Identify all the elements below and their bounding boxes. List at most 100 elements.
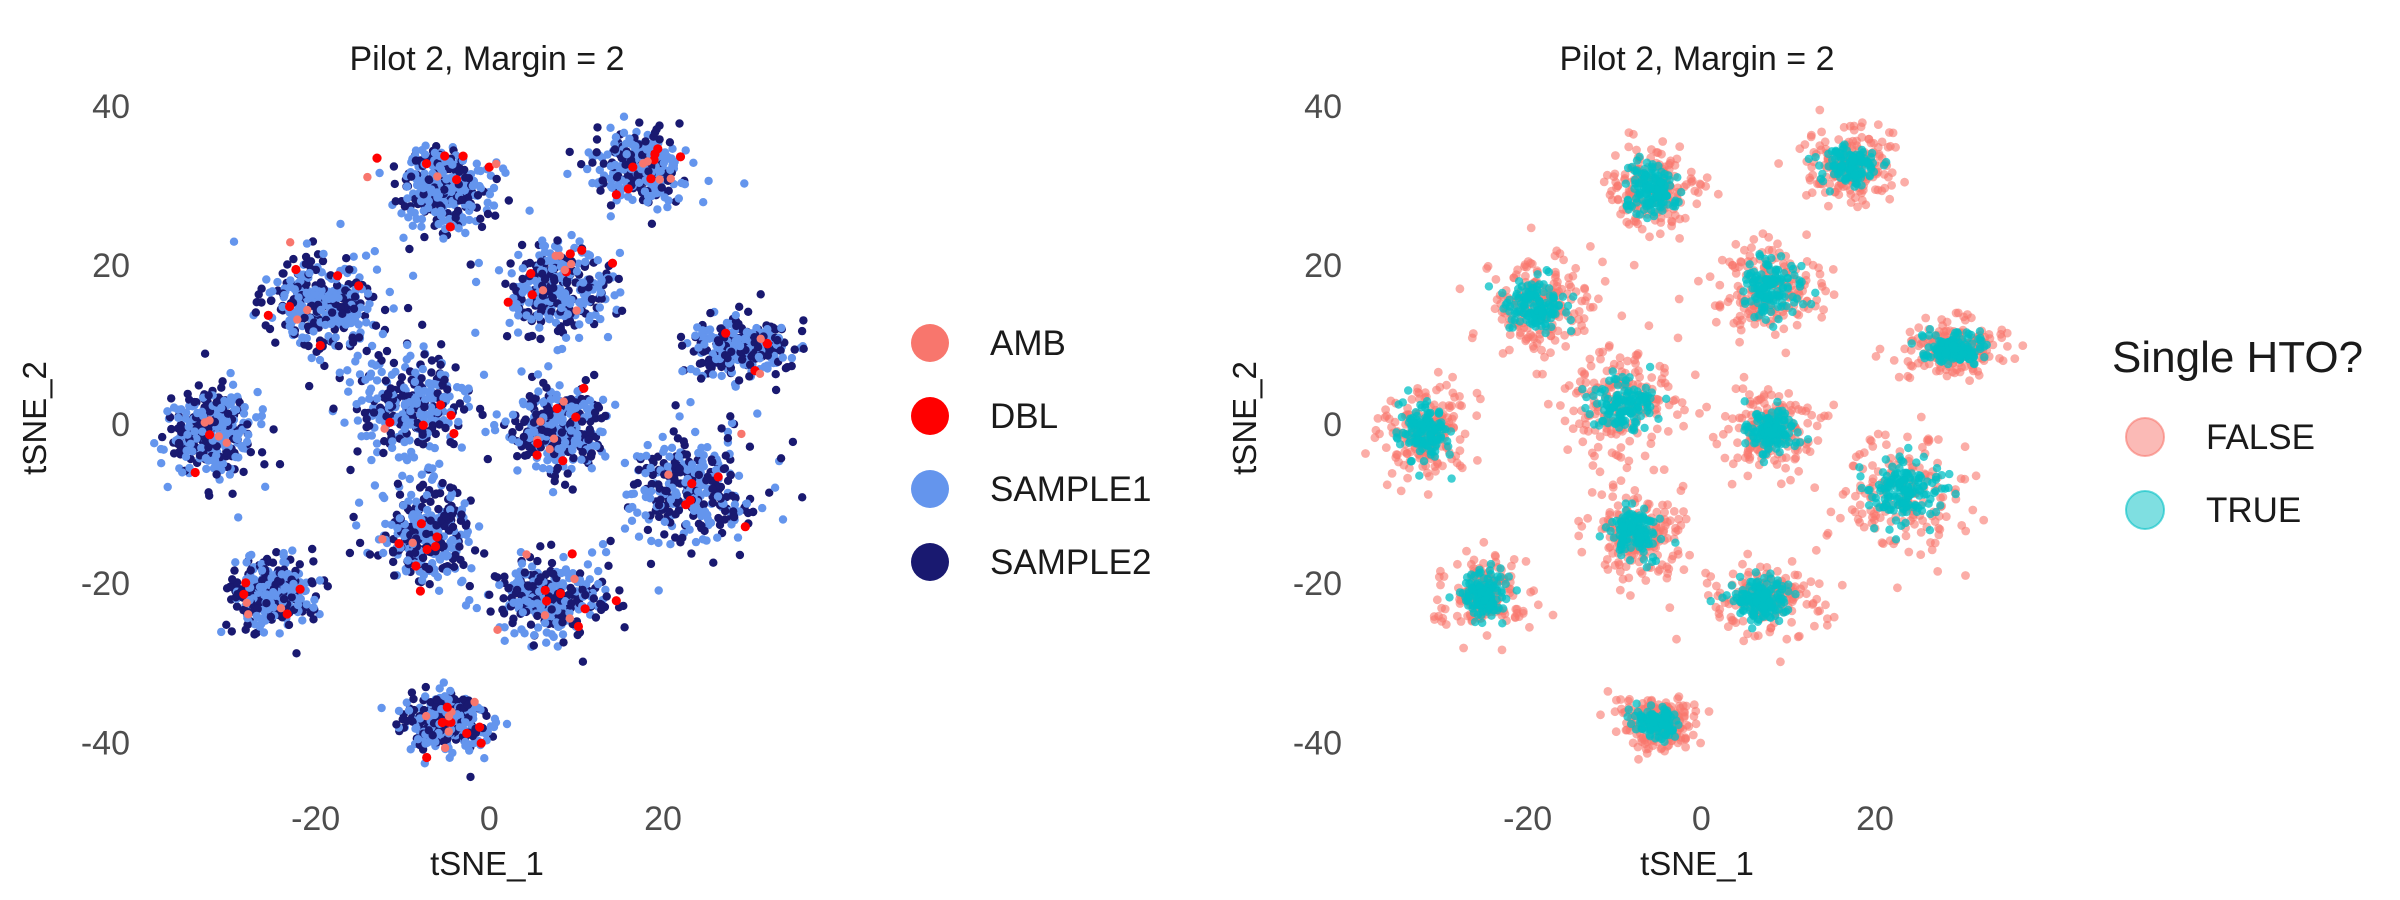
scatter-point (548, 488, 558, 497)
scatter-point (555, 588, 566, 599)
scatter-point (1770, 330, 1780, 339)
scatter-point (737, 429, 746, 439)
scatter-point (1555, 249, 1565, 258)
scatter-point (442, 552, 451, 561)
scatter-point (293, 600, 303, 610)
scatter-point (1749, 235, 1759, 244)
scatter-point (687, 479, 697, 489)
scatter-point (382, 346, 392, 356)
left-chart-title: Pilot 2, Margin = 2 (350, 40, 625, 78)
scatter-point (742, 499, 752, 508)
scatter-point (169, 403, 179, 412)
scatter-point (416, 196, 426, 206)
scatter-point (734, 471, 744, 480)
scatter-point (190, 467, 200, 478)
scatter-point (598, 176, 607, 185)
scatter-point (550, 472, 560, 481)
scatter-point (570, 574, 579, 584)
scatter-point (549, 283, 558, 293)
scatter-point (286, 276, 295, 285)
scatter-point (310, 595, 319, 605)
scatter-point (603, 150, 612, 159)
scatter-point (569, 453, 578, 463)
scatter-point (415, 483, 425, 492)
scatter-point (643, 197, 652, 207)
scatter-point (542, 596, 552, 606)
scatter-point (596, 288, 606, 297)
scatter-point (604, 275, 613, 284)
scatter-point (416, 410, 425, 419)
scatter-point (754, 352, 764, 362)
scatter-point (436, 360, 445, 369)
scatter-point (620, 524, 630, 533)
scatter-point (577, 285, 586, 294)
scatter-point (621, 139, 631, 148)
scatter-point (1817, 312, 1827, 322)
scatter-point (428, 379, 437, 388)
scatter-point (520, 568, 530, 577)
scatter-point (514, 601, 524, 610)
scatter-point (420, 386, 429, 396)
scatter-point (493, 625, 502, 634)
scatter-point (158, 432, 167, 442)
scatter-point (537, 303, 546, 312)
scatter-point (1580, 284, 1590, 294)
scatter-point (520, 629, 529, 638)
scatter-point (596, 186, 605, 195)
scatter-point (458, 576, 467, 585)
scatter-point (228, 575, 237, 584)
scatter-point (464, 537, 473, 547)
scatter-point (267, 296, 276, 305)
scatter-point (315, 576, 325, 585)
scatter-point (604, 561, 613, 570)
scatter-point (1828, 265, 1838, 274)
scatter-point (525, 402, 534, 411)
scatter-point (288, 546, 297, 555)
scatter-point (579, 399, 589, 408)
scatter-point (471, 328, 480, 337)
scatter-point (438, 478, 447, 488)
scatter-point (611, 400, 620, 409)
scatter-point (426, 516, 435, 525)
scatter-point (689, 158, 698, 167)
scatter-point (405, 244, 414, 254)
scatter-point (354, 320, 363, 329)
scatter-point (192, 434, 201, 443)
scatter-point (222, 429, 231, 439)
scatter-point (687, 549, 696, 558)
scatter-point (239, 589, 249, 599)
scatter-point (563, 469, 572, 478)
scatter-point (370, 247, 379, 256)
scatter-point (295, 584, 305, 594)
scatter-point (378, 535, 387, 544)
scatter-point (194, 381, 203, 390)
scatter-point (799, 344, 808, 353)
scatter-point (422, 752, 432, 763)
scatter-point (433, 389, 442, 398)
y-tick-label: 20 (92, 247, 130, 285)
scatter-point (390, 179, 399, 189)
scatter-point (449, 562, 459, 571)
scatter-point (437, 340, 446, 349)
scatter-point (538, 241, 548, 250)
scatter-point (553, 236, 562, 245)
scatter-point (201, 454, 211, 463)
scatter-point (490, 572, 499, 581)
scatter-point (202, 464, 211, 474)
scatter-point (388, 437, 397, 446)
scatter-point (663, 462, 673, 471)
scatter-point (560, 265, 569, 275)
scatter-point (343, 366, 352, 375)
scatter-point (302, 288, 311, 298)
scatter-point (1622, 217, 1632, 227)
scatter-point (485, 190, 495, 199)
scatter-point (572, 267, 582, 276)
scatter-point (321, 294, 330, 303)
scatter-point (507, 269, 516, 278)
scatter-point (771, 370, 780, 379)
scatter-point (363, 172, 372, 182)
scatter-point (212, 398, 221, 407)
scatter-point (551, 251, 560, 260)
scatter-point (150, 439, 159, 448)
scatter-point (363, 304, 372, 314)
